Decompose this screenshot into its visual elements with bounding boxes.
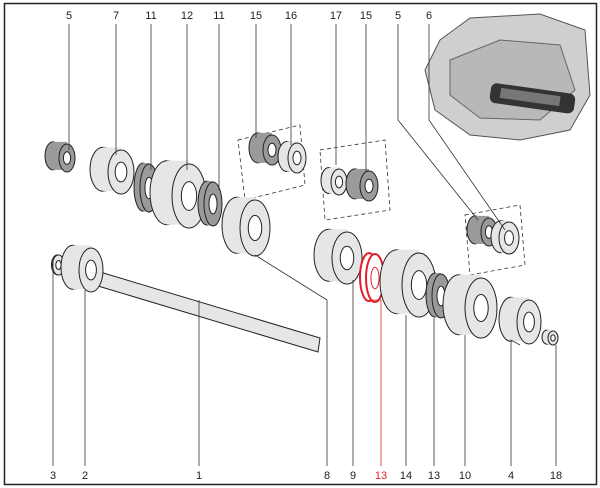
bearing-15 [248,132,282,166]
callout-label-bottom: 10 [459,470,471,482]
callout-label-highlighted: 13 [375,470,387,482]
callout-label-top: 11 [213,10,224,22]
callout-label-top: 5 [395,10,401,22]
leader-line [397,24,479,221]
callout-label-top: 16 [285,10,297,22]
callout-label-bottom: 18 [550,470,562,482]
callout-label-bottom: 4 [508,470,514,482]
callout-label-bottom: 13 [428,470,440,482]
leader-line [428,24,506,231]
ball-bearing-2 [60,244,104,293]
synchro-ring-11b [197,180,223,227]
gearbox-housing-illustration [424,13,591,141]
gear-8 [221,196,271,257]
leader-line [372,299,382,466]
callout-label-top: 7 [113,10,119,22]
gear-7 [89,146,135,195]
needle-bearing-5 [44,141,76,173]
group-box-5-6 [464,204,526,276]
callout-label-bottom: 8 [324,470,330,482]
callout-label-top: 17 [330,10,342,22]
gear-17 [320,167,348,196]
bolt-18 [541,329,559,346]
callout-label-bottom: 14 [400,470,412,482]
callout-label-top: 11 [145,10,156,22]
callout-label-bottom: 9 [350,470,356,482]
callout-label-top: 15 [250,10,262,22]
sleeve-16 [277,141,307,174]
bearing-15b [345,168,379,202]
callout-label-bottom: 2 [82,470,88,482]
sleeve-6 [490,220,520,255]
leader-line [510,339,521,466]
callout-label-bottom: 3 [50,470,56,482]
callout-label-top: 12 [181,10,193,22]
callout-label-top: 15 [360,10,372,22]
gear-9 [313,228,363,285]
leader-line [254,254,328,466]
callout-label-top: 5 [66,10,72,22]
group-box-15-16 [237,124,306,201]
ball-bearing-4 [498,296,542,345]
callout-label-top: 6 [426,10,432,22]
synchro-ring-13-highlighted [359,252,385,303]
group-box-17-15 [319,139,391,221]
gear-10 [442,274,498,339]
synchro-hub-12 [149,160,207,229]
callout-label-bottom: 1 [196,470,202,482]
